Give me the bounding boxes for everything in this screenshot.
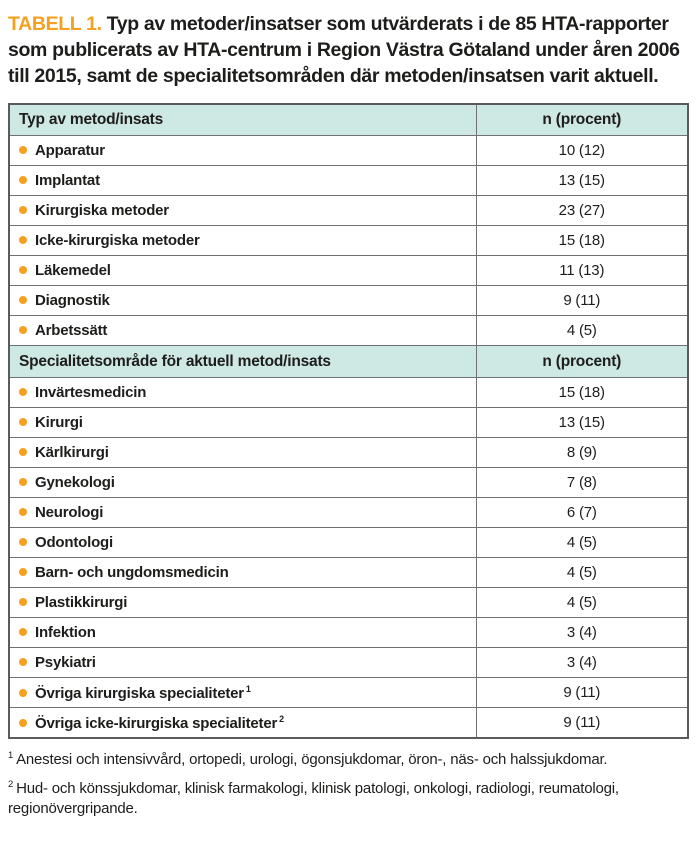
- table-row: Psykiatri 3 (4): [8, 647, 689, 679]
- bullet-icon: [19, 478, 27, 487]
- table-body: Typ av metod/insats n (procent) Apparatu…: [8, 103, 689, 739]
- row-label-text: Invärtesmedicin: [35, 384, 147, 402]
- bullet-icon: [19, 296, 27, 305]
- bullet-icon: [19, 628, 27, 637]
- row-value: 4 (5): [475, 587, 689, 619]
- row-value: 9 (11): [475, 285, 689, 317]
- bullet-icon: [19, 236, 27, 245]
- row-value: 4 (5): [475, 315, 689, 347]
- table-row: Arbetssätt 4 (5): [8, 315, 689, 347]
- row-label-text: Kirurgiska metoder: [35, 202, 169, 220]
- row-value: 3 (4): [475, 617, 689, 649]
- row-label-text: Övriga kirurgiska specialiteter: [35, 684, 244, 702]
- bullet-icon: [19, 266, 27, 275]
- row-label-text: Övriga icke-kirurgiska specialiteter: [35, 714, 278, 732]
- row-label-text: Odontologi: [35, 534, 113, 552]
- row-value: 4 (5): [475, 527, 689, 559]
- section-header-row: Typ av metod/insats n (procent): [8, 103, 689, 137]
- bullet-icon: [19, 146, 27, 155]
- table-row: Kärlkirurgi 8 (9): [8, 437, 689, 469]
- row-value: 9 (11): [475, 707, 689, 739]
- row-sup-marker: 1: [245, 683, 251, 694]
- bullet-icon: [19, 448, 27, 457]
- row-value: 15 (18): [475, 225, 689, 257]
- table-row: Plastikkirurgi 4 (5): [8, 587, 689, 619]
- table-row: Apparatur 10 (12): [8, 135, 689, 167]
- footnote-text: Hud- och könssjukdomar, klinisk farmakol…: [8, 780, 619, 818]
- bullet-icon: [19, 658, 27, 667]
- page: TABELL 1. Typ av metoder/insatser som utv…: [8, 12, 690, 820]
- row-value: 15 (18): [475, 377, 689, 409]
- bullet-icon: [19, 598, 27, 607]
- bullet-icon: [19, 568, 27, 577]
- table-row: Läkemedel 11 (13): [8, 255, 689, 287]
- row-sup-marker: 2: [279, 713, 284, 724]
- footnote-sup-marker: 1: [8, 749, 14, 761]
- footnotes: 1 Anestesi och intensivvård, ortopedi, ur…: [8, 750, 690, 820]
- footnote-text: Anestesi och intensivvård, ortopedi, uro…: [16, 750, 608, 768]
- table-row: Barn- och ungdomsmedicin 4 (5): [8, 557, 689, 589]
- row-label-text: Barn- och ungdomsmedicin: [35, 564, 229, 582]
- row-value: 23 (27): [475, 195, 689, 227]
- footnote: 1 Anestesi och intensivvård, ortopedi, ur…: [8, 750, 690, 770]
- table-number-label: TABELL 1.: [8, 13, 102, 35]
- table-row: Kirurgi 13 (15): [8, 407, 689, 439]
- row-label-text: Icke-kirurgiska metoder: [35, 232, 200, 250]
- table-row: Diagnostik 9 (11): [8, 285, 689, 317]
- row-value: 6 (7): [475, 497, 689, 529]
- section-header-label: Typ av metod/insats: [8, 103, 477, 137]
- row-value: 13 (15): [475, 165, 689, 197]
- row-value: 13 (15): [475, 407, 689, 439]
- row-label-text: Kirurgi: [35, 414, 83, 432]
- bullet-icon: [19, 388, 27, 397]
- table-row: Neurologi 6 (7): [8, 497, 689, 529]
- hta-table: Typ av metod/insats n (procent) Apparatu…: [8, 102, 689, 739]
- table-row: Odontologi 4 (5): [8, 527, 689, 559]
- table-row: Infektion 3 (4): [8, 617, 689, 649]
- row-label-text: Psykiatri: [35, 654, 96, 672]
- row-label-text: Gynekologi: [35, 474, 115, 492]
- section-header-label: Specialitetsområde för aktuell metod/ins…: [8, 345, 477, 379]
- row-label-text: Kärlkirurgi: [35, 444, 109, 462]
- section-header-value: n (procent): [475, 103, 689, 137]
- bullet-icon: [19, 206, 27, 215]
- bullet-icon: [19, 326, 27, 335]
- row-value: 9 (11): [475, 677, 689, 709]
- bullet-icon: [19, 688, 27, 697]
- table-row: Icke-kirurgiska metoder 15 (18): [8, 225, 689, 257]
- row-label-text: Infektion: [35, 624, 96, 642]
- row-label-text: Diagnostik: [35, 292, 110, 310]
- row-value: 4 (5): [475, 557, 689, 589]
- row-value: 7 (8): [475, 467, 689, 499]
- row-value: 10 (12): [475, 135, 689, 167]
- table-row: Övriga icke-kirurgiska specialiteter 2 9 …: [8, 707, 689, 739]
- footnote: 2 Hud- och könssjukdomar, klinisk farmako…: [8, 779, 690, 820]
- row-value: 11 (13): [475, 255, 689, 287]
- bullet-icon: [19, 538, 27, 547]
- row-label-text: Plastikkirurgi: [35, 594, 128, 612]
- bullet-icon: [19, 418, 27, 427]
- title-text: Typ av metoder/insatser som utvärderats …: [8, 13, 680, 87]
- section-header-row: Specialitetsområde för aktuell metod/ins…: [8, 345, 689, 379]
- row-label-text: Apparatur: [35, 142, 105, 160]
- table-row: Gynekologi 7 (8): [8, 467, 689, 499]
- bullet-icon: [19, 176, 27, 185]
- table-row: Implantat 13 (15): [8, 165, 689, 197]
- row-label-text: Neurologi: [35, 504, 104, 522]
- row-value: 8 (9): [475, 437, 689, 469]
- page-title: TABELL 1. Typ av metoder/insatser som utv…: [8, 12, 689, 90]
- table-row: Invärtesmedicin 15 (18): [8, 377, 689, 409]
- row-label-text: Implantat: [35, 172, 100, 190]
- table-row: Övriga kirurgiska specialiteter 1 9 (11): [8, 677, 689, 709]
- bullet-icon: [19, 718, 27, 727]
- row-label-text: Läkemedel: [35, 262, 111, 280]
- section-header-value: n (procent): [475, 345, 689, 379]
- table-row: Kirurgiska metoder 23 (27): [8, 195, 689, 227]
- row-value: 3 (4): [475, 647, 689, 679]
- footnote-sup-marker: 2: [8, 779, 14, 791]
- row-label-text: Arbetssätt: [35, 322, 108, 340]
- bullet-icon: [19, 508, 27, 517]
